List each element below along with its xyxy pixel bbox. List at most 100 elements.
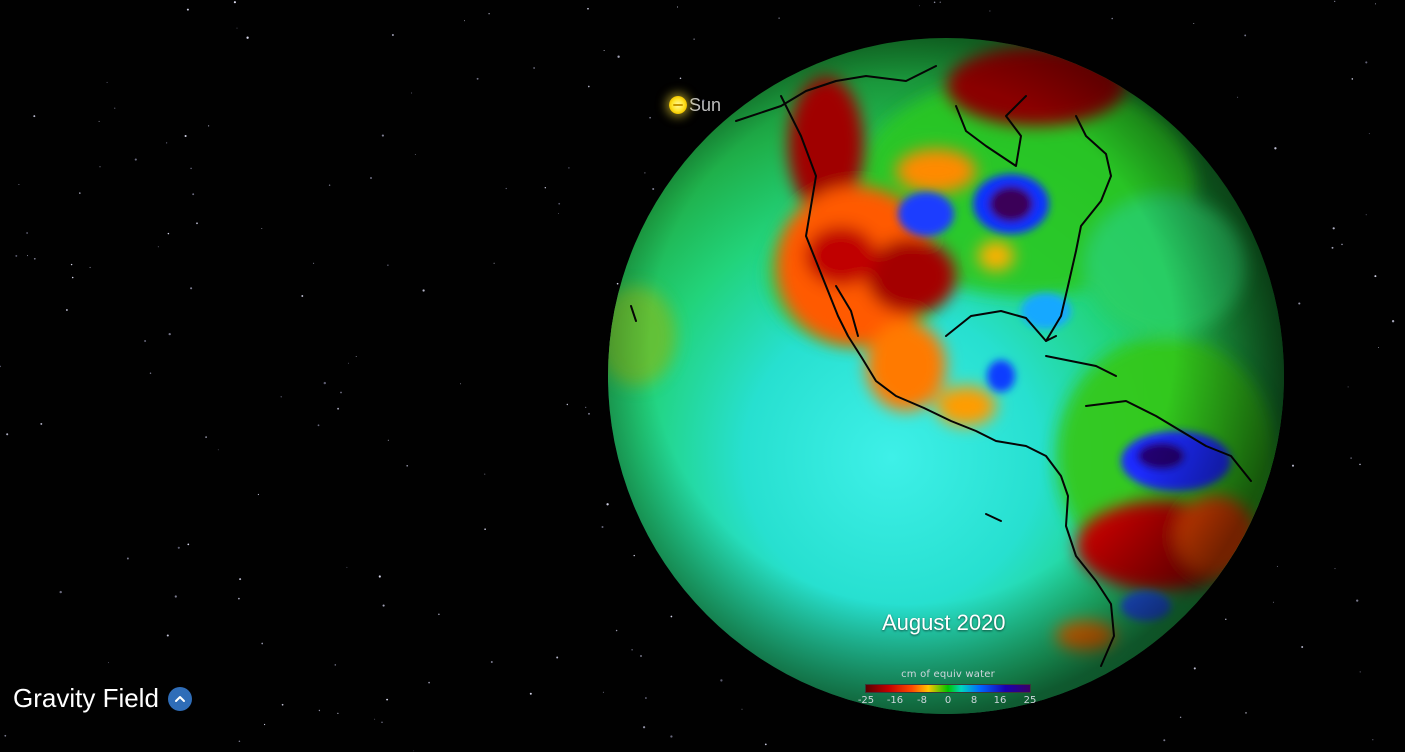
star (355, 356, 357, 357)
star (649, 116, 651, 119)
star (764, 743, 767, 746)
star (196, 222, 198, 225)
star (720, 679, 723, 682)
star (1374, 275, 1377, 278)
star (328, 184, 331, 186)
star (186, 8, 189, 11)
star (556, 656, 559, 659)
star (317, 424, 320, 427)
star (1372, 739, 1374, 741)
star (261, 228, 263, 230)
star (40, 422, 43, 425)
star (1331, 246, 1334, 249)
star (318, 709, 321, 712)
star (15, 254, 18, 257)
star (347, 362, 349, 364)
sun-icon[interactable] (669, 96, 687, 114)
star (1225, 618, 1227, 621)
star (488, 13, 490, 15)
star (679, 77, 682, 80)
feature-panel-header[interactable]: Gravity Field (13, 683, 192, 713)
star (386, 698, 389, 701)
date-label: August 2020 (882, 610, 1006, 635)
legend-tick: -25 (857, 695, 875, 706)
star (1244, 34, 1247, 37)
star (652, 187, 655, 191)
star (26, 232, 28, 234)
star (4, 734, 7, 737)
star (6, 433, 9, 436)
star (149, 372, 152, 375)
star (177, 546, 180, 549)
star (261, 642, 264, 645)
star (1163, 739, 1166, 742)
star (1356, 599, 1359, 602)
star (1179, 716, 1182, 719)
legend-color-bar (865, 684, 1031, 693)
star (544, 187, 546, 189)
sun-marker[interactable]: Sun (669, 96, 721, 114)
star (387, 439, 389, 441)
sun-label[interactable]: Sun (689, 95, 722, 115)
star (1193, 667, 1196, 670)
star (413, 750, 415, 752)
star (1245, 712, 1247, 714)
star (493, 262, 495, 264)
color-scale-legend: cm of equiv water -25 -16 -8 0 8 16 25 (858, 669, 1038, 707)
star (126, 557, 129, 560)
star (192, 193, 195, 196)
star (741, 708, 743, 710)
star (334, 664, 337, 666)
star (106, 81, 108, 83)
star (59, 590, 62, 594)
star (422, 289, 425, 292)
star (190, 287, 193, 290)
star (236, 27, 238, 29)
star (1359, 463, 1361, 466)
star (1391, 320, 1395, 323)
star (644, 172, 646, 174)
star (602, 691, 604, 693)
star (144, 339, 147, 343)
star (71, 276, 74, 279)
star (642, 726, 646, 729)
expand-panel-button[interactable] (167, 687, 192, 711)
star (1332, 227, 1335, 230)
star (601, 525, 604, 529)
star (615, 629, 618, 632)
star (676, 6, 679, 8)
star (167, 232, 170, 235)
star (484, 473, 486, 475)
star (1193, 22, 1195, 24)
star (616, 282, 619, 285)
star (374, 718, 376, 720)
star (18, 184, 20, 185)
star (1365, 214, 1367, 216)
star (640, 655, 642, 657)
star (1368, 133, 1370, 135)
star (107, 662, 109, 664)
star (588, 412, 590, 415)
legend-tick: 0 (944, 695, 952, 706)
star (280, 396, 282, 398)
star (337, 407, 340, 410)
star (387, 264, 389, 266)
star (606, 503, 609, 506)
earth-globe[interactable] (606, 36, 1286, 716)
star (411, 92, 413, 94)
feature-title[interactable]: Gravity Field (13, 683, 159, 713)
legend-ticks: -25 -16 -8 0 8 16 25 (858, 695, 1038, 707)
star (919, 5, 920, 7)
star (238, 597, 240, 600)
star (233, 1, 236, 4)
star (205, 436, 207, 438)
star (346, 566, 348, 568)
star (1276, 565, 1278, 567)
star (79, 192, 81, 194)
star (587, 85, 590, 88)
star (484, 528, 486, 531)
star (26, 255, 29, 257)
legend-tick: 25 (1023, 695, 1037, 706)
legend-tick: 16 (993, 695, 1007, 706)
